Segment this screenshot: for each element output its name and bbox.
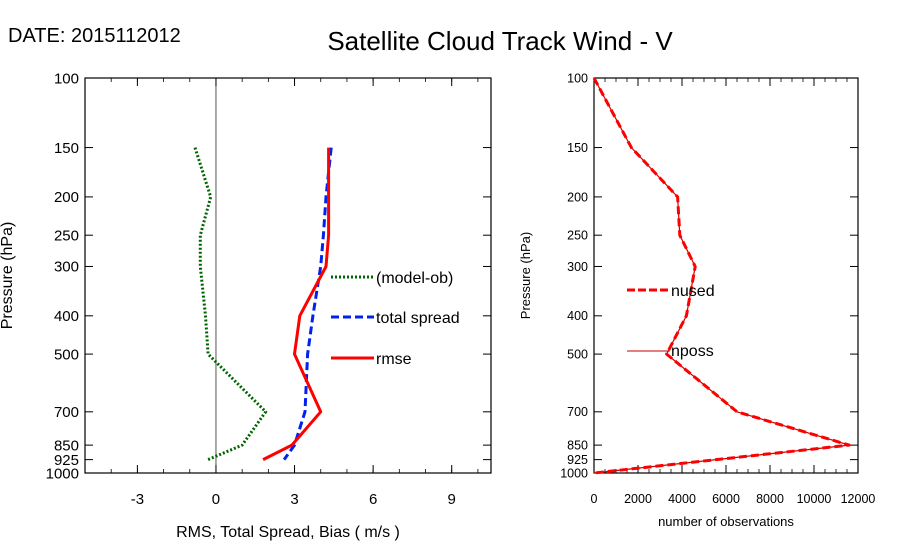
y-tick-label: 850 bbox=[567, 438, 588, 452]
x-tick-label: 0 bbox=[591, 492, 598, 506]
series-line-rmse bbox=[262, 147, 331, 461]
x-axis-title: number of observations bbox=[658, 514, 794, 529]
x-axis-title: RMS, Total Spread, Bias ( m/s ) bbox=[176, 524, 400, 541]
y-axis-title: Pressure (hPa) bbox=[518, 232, 533, 319]
y-tick-label: 300 bbox=[567, 260, 588, 274]
y-tick-label: 925 bbox=[567, 453, 588, 467]
y-tick-label: 700 bbox=[54, 404, 79, 421]
y-tick-label: 300 bbox=[54, 259, 79, 276]
x-tick-label: 0 bbox=[212, 491, 220, 508]
x-tick-label: 4000 bbox=[668, 492, 696, 506]
x-tick-label: 12000 bbox=[841, 492, 876, 506]
plot-frame bbox=[593, 77, 859, 474]
x-tick-label: 2000 bbox=[624, 492, 652, 506]
x-tick-label: 6000 bbox=[712, 492, 740, 506]
legend-label-total-spread: total spread bbox=[376, 310, 460, 327]
y-tick-label: 925 bbox=[54, 452, 79, 469]
y-tick-label: 400 bbox=[54, 308, 79, 325]
legend-label-rmse: rmse bbox=[376, 351, 412, 368]
series-line-total-spread bbox=[282, 147, 333, 461]
x-tick-label: 8000 bbox=[756, 492, 784, 506]
plot-frame bbox=[84, 77, 492, 474]
left-legend: (model-ob) total spread rmse bbox=[331, 270, 460, 368]
y-tick-label: 1000 bbox=[46, 465, 79, 482]
y-tick-label: 500 bbox=[54, 346, 79, 363]
legend-label-nused: nused bbox=[671, 283, 715, 300]
y-tick-label: 500 bbox=[567, 347, 588, 361]
legend-label-nposs: nposs bbox=[671, 343, 714, 360]
series-line-nused bbox=[592, 77, 851, 475]
x-tick-label: 9 bbox=[448, 491, 456, 508]
right-legend: nused nposs bbox=[627, 283, 715, 360]
y-axis-title: Pressure (hPa) bbox=[0, 222, 16, 330]
y-tick-label: 150 bbox=[54, 140, 79, 157]
y-tick-label: 200 bbox=[567, 190, 588, 204]
x-tick-label: 6 bbox=[369, 491, 377, 508]
date-label: DATE: 2015112012 bbox=[8, 25, 181, 47]
y-tick-label: 700 bbox=[567, 405, 588, 419]
y-tick-label: 100 bbox=[54, 70, 79, 87]
y-tick-label: 200 bbox=[54, 189, 79, 206]
y-tick-label: 250 bbox=[54, 227, 79, 244]
series-line-nposs bbox=[593, 77, 850, 474]
y-tick-label: 250 bbox=[567, 229, 588, 243]
series-line-model-ob bbox=[193, 147, 268, 461]
chart-title: Satellite Cloud Track Wind - V bbox=[327, 26, 673, 56]
x-tick-label: 10000 bbox=[797, 492, 832, 506]
y-tick-label: 150 bbox=[567, 141, 588, 155]
y-tick-label: 850 bbox=[54, 437, 79, 454]
legend-label-model-ob: (model-ob) bbox=[376, 270, 453, 287]
y-tick-label: 100 bbox=[567, 71, 588, 85]
x-tick-label: 3 bbox=[290, 491, 298, 508]
x-tick-label: -3 bbox=[131, 491, 144, 508]
y-tick-label: 1000 bbox=[560, 466, 588, 480]
y-tick-label: 400 bbox=[567, 309, 588, 323]
